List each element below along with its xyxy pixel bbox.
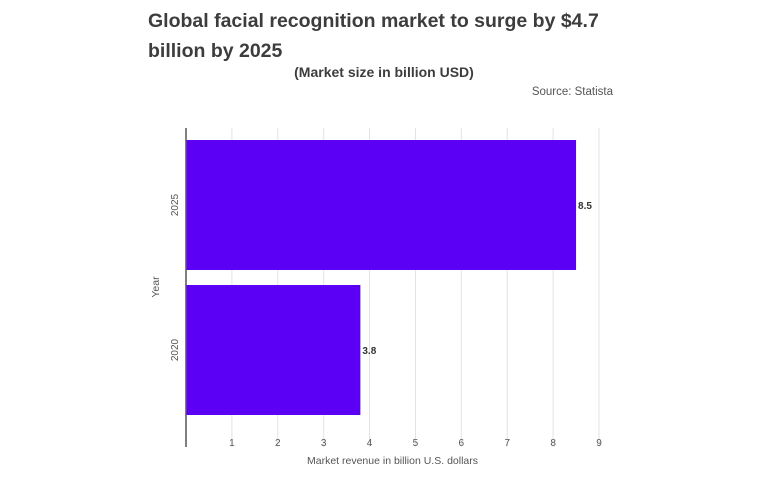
bar-2020 bbox=[186, 285, 361, 415]
category-label: 2025 bbox=[170, 193, 181, 216]
x-tick-label: 1 bbox=[229, 438, 235, 449]
x-tick-label: 2 bbox=[275, 438, 281, 449]
x-tick-labels: 1 2 3 4 5 6 7 8 9 bbox=[229, 438, 602, 449]
category-labels: 2025 2020 bbox=[170, 193, 181, 361]
data-label: 8.5 bbox=[578, 201, 592, 212]
chart-source: Source: Statista bbox=[531, 86, 613, 98]
x-tick-label: 3 bbox=[321, 438, 327, 449]
bars bbox=[186, 140, 577, 415]
y-axis-title: Year bbox=[150, 276, 162, 298]
x-tick-label: 6 bbox=[459, 438, 465, 449]
x-tick-label: 4 bbox=[367, 438, 373, 449]
data-labels: 8.5 3.8 bbox=[362, 201, 592, 357]
x-tick-label: 7 bbox=[504, 438, 510, 449]
category-label: 2020 bbox=[170, 338, 181, 361]
bar-2025 bbox=[186, 140, 577, 270]
chart-title: Global facial recognition market to surg… bbox=[148, 10, 599, 62]
x-tick-label: 9 bbox=[596, 438, 602, 449]
chart-subtitle: (Market size in billion USD) bbox=[294, 64, 474, 80]
x-tick-label: 5 bbox=[413, 438, 419, 449]
data-label: 3.8 bbox=[362, 346, 376, 357]
x-tick-label: 8 bbox=[550, 438, 556, 449]
x-axis-title: Market revenue in billion U.S. dollars bbox=[307, 455, 478, 467]
